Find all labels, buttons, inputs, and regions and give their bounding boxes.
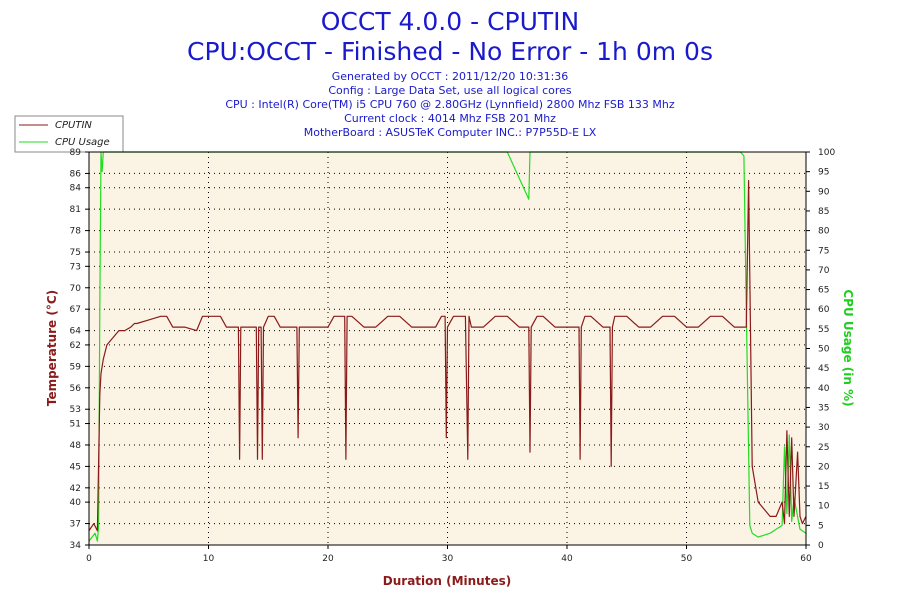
- y-left-tick-label: 42: [70, 484, 81, 494]
- y-left-tick-label: 78: [70, 227, 82, 237]
- x-tick-label: 30: [442, 554, 454, 564]
- y-left-tick-label: 48: [70, 441, 82, 451]
- y-left-tick-label: 73: [70, 262, 81, 272]
- info-line-generated: Generated by OCCT : 2011/12/20 10:31:36: [332, 70, 569, 83]
- legend: CPUTIN CPU Usage: [14, 115, 124, 153]
- y-right-tick-label: 95: [818, 168, 829, 178]
- x-tick-label: 50: [681, 554, 693, 564]
- y-left-tick-label: 75: [70, 248, 81, 258]
- y-left-tick-label: 64: [70, 327, 82, 337]
- info-block: Generated by OCCT : 2011/12/20 10:31:36 …: [225, 70, 675, 139]
- info-line-motherboard: MotherBoard : ASUSTeK Computer INC.: P7P…: [304, 126, 597, 139]
- x-axis-label: Duration (Minutes): [383, 574, 511, 588]
- y-right-tick-label: 45: [818, 364, 829, 374]
- y-right-tick-label: 20: [818, 462, 830, 472]
- y-right-tick-label: 35: [818, 403, 829, 413]
- y-axis-right-label: CPU Usage (in %): [841, 289, 855, 406]
- y-right-tick-label: 50: [818, 345, 830, 355]
- y-right-tick-label: 80: [818, 227, 830, 237]
- y-right-tick-label: 65: [818, 286, 829, 296]
- y-left-tick-label: 56: [70, 384, 82, 394]
- y-right-tick-label: 5: [818, 521, 824, 531]
- x-tick-label: 40: [561, 554, 573, 564]
- info-line-clock: Current clock : 4014 Mhz FSB 201 Mhz: [344, 112, 556, 125]
- info-line-cpu: CPU : Intel(R) Core(TM) i5 CPU 760 @ 2.8…: [225, 98, 675, 111]
- y-left-tick-label: 89: [70, 148, 82, 158]
- y-left-tick-label: 51: [70, 420, 81, 430]
- y-right-tick-label: 40: [818, 384, 830, 394]
- x-tick-label: 0: [86, 554, 92, 564]
- y-right-tick-label: 70: [818, 266, 830, 276]
- chart-subtitle: CPU:OCCT - Finished - No Error - 1h 0m 0…: [187, 37, 713, 66]
- legend-label-cpu-usage: CPU Usage: [55, 137, 110, 148]
- y-left-tick-label: 84: [70, 184, 82, 194]
- y-left-tick-label: 62: [70, 341, 81, 351]
- legend-label-cputin: CPUTIN: [55, 120, 92, 131]
- chart-title: OCCT 4.0.0 - CPUTIN: [321, 7, 580, 36]
- x-tick-label: 60: [800, 554, 812, 564]
- y-right-tick-label: 75: [818, 246, 829, 256]
- y-axis-left-label: Temperature (°C): [45, 290, 59, 406]
- y-right-tick-label: 85: [818, 207, 829, 217]
- y-left-tick-label: 81: [70, 205, 81, 215]
- grid-lines: [89, 151, 806, 545]
- y-left-tick-label: 67: [70, 305, 81, 315]
- axis-ticks: 0 10 20 30 40 50 60343740424548515356596264677…: [70, 148, 836, 564]
- y-right-tick-label: 90: [818, 187, 830, 197]
- info-line-config: Config : Large Data Set, use all logical…: [328, 84, 572, 97]
- y-right-tick-label: 30: [818, 423, 830, 433]
- y-right-tick-label: 60: [818, 305, 830, 315]
- y-left-tick-label: 40: [70, 498, 82, 508]
- y-left-tick-label: 34: [70, 541, 82, 551]
- y-left-tick-label: 70: [70, 284, 82, 294]
- x-tick-label: 20: [322, 554, 334, 564]
- y-left-tick-label: 45: [70, 462, 81, 472]
- y-right-tick-label: 10: [818, 502, 830, 512]
- y-left-tick-label: 59: [70, 362, 82, 372]
- y-left-tick-label: 37: [70, 520, 81, 530]
- y-right-tick-label: 15: [818, 482, 829, 492]
- y-right-tick-label: 0: [818, 541, 824, 551]
- y-right-tick-label: 100: [818, 148, 835, 158]
- y-left-tick-label: 53: [70, 405, 81, 415]
- x-tick-label: 10: [203, 554, 215, 564]
- y-right-tick-label: 55: [818, 325, 829, 335]
- legend-box: [14, 115, 124, 153]
- series-line-cputin: [88, 180, 807, 532]
- y-right-tick-label: 25: [818, 443, 829, 453]
- y-left-tick-label: 86: [70, 169, 82, 179]
